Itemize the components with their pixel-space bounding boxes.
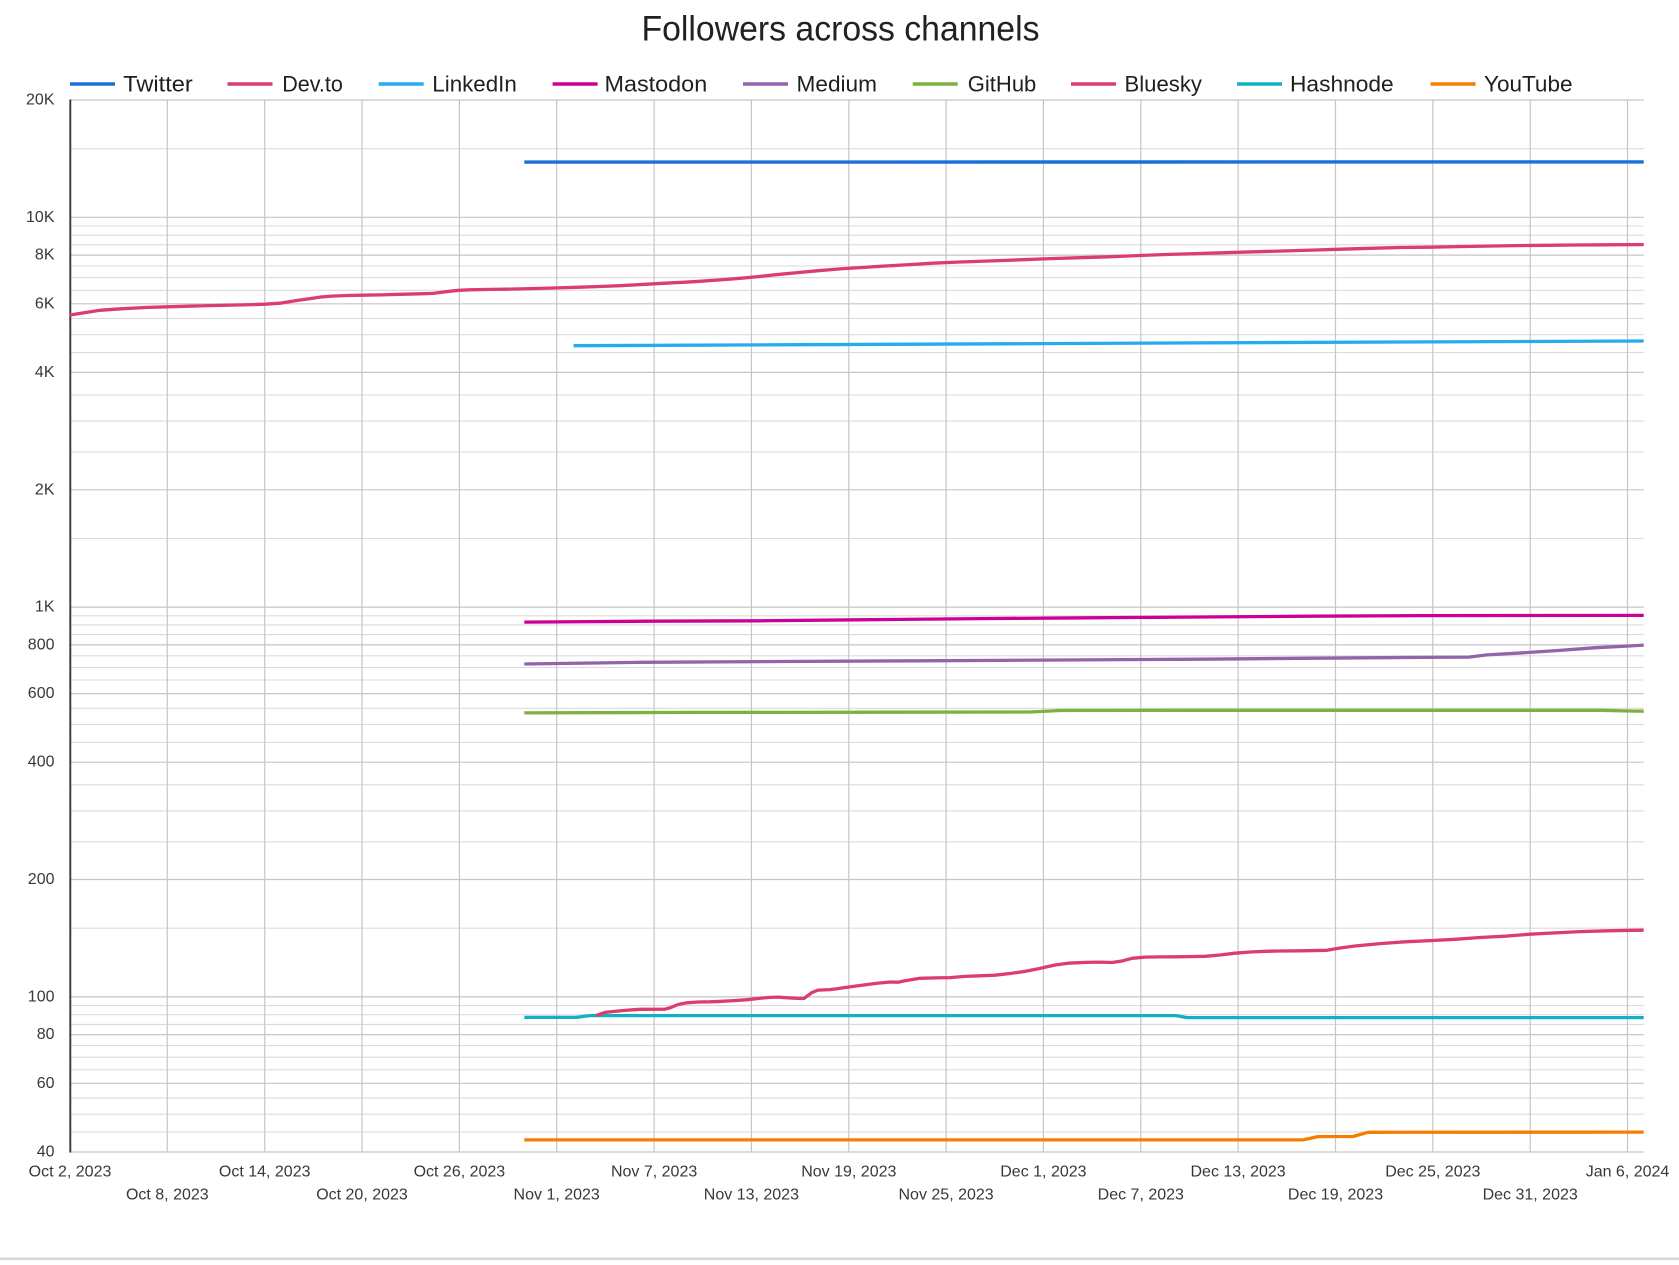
- svg-text:Bluesky: Bluesky: [1125, 72, 1203, 97]
- svg-text:80: 80: [37, 1026, 55, 1043]
- svg-text:6K: 6K: [35, 295, 55, 312]
- svg-text:200: 200: [28, 871, 55, 888]
- svg-text:Dec 1, 2023: Dec 1, 2023: [1000, 1164, 1086, 1181]
- svg-text:Dec 13, 2023: Dec 13, 2023: [1191, 1164, 1286, 1181]
- svg-text:600: 600: [28, 685, 55, 702]
- svg-text:GitHub: GitHub: [968, 72, 1037, 97]
- svg-text:Hashnode: Hashnode: [1290, 72, 1394, 97]
- svg-text:Jan 6, 2024: Jan 6, 2024: [1586, 1164, 1670, 1181]
- svg-text:10K: 10K: [26, 209, 55, 226]
- svg-text:2K: 2K: [35, 481, 55, 498]
- svg-text:Oct 26, 2023: Oct 26, 2023: [414, 1164, 506, 1181]
- svg-text:1K: 1K: [35, 599, 55, 616]
- svg-text:Oct 8, 2023: Oct 8, 2023: [126, 1187, 209, 1204]
- svg-text:Nov 13, 2023: Nov 13, 2023: [704, 1187, 799, 1204]
- svg-text:40: 40: [37, 1144, 55, 1161]
- svg-text:800: 800: [28, 636, 55, 653]
- svg-text:Oct 2, 2023: Oct 2, 2023: [29, 1164, 112, 1181]
- svg-text:Mastodon: Mastodon: [605, 72, 708, 97]
- svg-text:Medium: Medium: [797, 72, 878, 97]
- svg-text:Dec 19, 2023: Dec 19, 2023: [1288, 1187, 1383, 1204]
- svg-text:8K: 8K: [35, 247, 55, 264]
- svg-text:100: 100: [28, 988, 55, 1005]
- svg-text:Followers across channels: Followers across channels: [642, 10, 1040, 49]
- svg-text:Dev.to: Dev.to: [282, 72, 343, 97]
- svg-text:Dec 7, 2023: Dec 7, 2023: [1098, 1187, 1184, 1204]
- svg-text:Nov 19, 2023: Nov 19, 2023: [801, 1164, 896, 1181]
- svg-text:Nov 25, 2023: Nov 25, 2023: [899, 1187, 994, 1204]
- svg-text:Nov 1, 2023: Nov 1, 2023: [514, 1187, 600, 1204]
- svg-text:Dec 25, 2023: Dec 25, 2023: [1385, 1164, 1480, 1181]
- svg-text:60: 60: [37, 1075, 55, 1092]
- svg-text:Twitter: Twitter: [123, 72, 193, 97]
- svg-text:20K: 20K: [26, 92, 55, 109]
- svg-text:Nov 7, 2023: Nov 7, 2023: [611, 1164, 697, 1181]
- svg-text:Oct 14, 2023: Oct 14, 2023: [219, 1164, 311, 1181]
- svg-text:Dec 31, 2023: Dec 31, 2023: [1483, 1187, 1578, 1204]
- svg-text:4K: 4K: [35, 364, 55, 381]
- svg-text:YouTube: YouTube: [1484, 72, 1573, 97]
- svg-text:LinkedIn: LinkedIn: [432, 72, 517, 97]
- svg-text:400: 400: [28, 754, 55, 771]
- svg-text:Oct 20, 2023: Oct 20, 2023: [316, 1187, 408, 1204]
